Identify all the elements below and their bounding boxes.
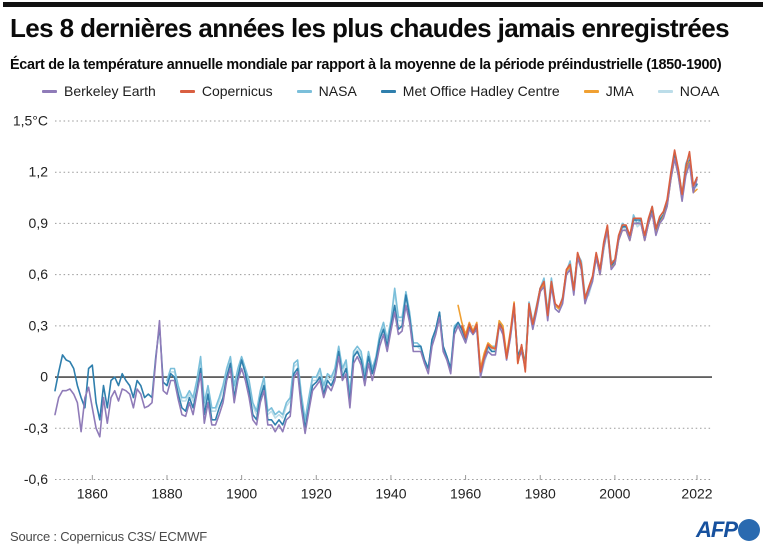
y-tick-label: -0,3 bbox=[24, 420, 48, 436]
legend-swatch-noaa bbox=[657, 89, 673, 93]
temperature-chart: 1,5°C 1,2 0,9 0,6 0,3 0 -0,3 -0,6 1860 1880 1900 19… bbox=[13, 113, 713, 502]
y-tick-label: -0,6 bbox=[24, 471, 48, 487]
legend-item-copernicus: Copernicus bbox=[179, 83, 273, 99]
legend-label: Met Office Hadley Centre bbox=[402, 83, 560, 99]
page-title: Les 8 dernières années les plus chaudes … bbox=[10, 13, 730, 43]
x-tick-label: 2000 bbox=[599, 486, 630, 502]
x-tick-label: 1920 bbox=[301, 486, 332, 502]
y-tick-label: 0 bbox=[40, 369, 48, 385]
legend-item-nasa: NASA bbox=[296, 83, 357, 99]
x-tick-label: 1880 bbox=[151, 486, 182, 502]
source-text: Source : Copernicus C3S/ ECMWF bbox=[10, 529, 208, 544]
series-line-berkeley-earth bbox=[54, 157, 698, 438]
x-tick-label: 1900 bbox=[226, 486, 257, 502]
chart-subtitle: Écart de la température annuelle mondial… bbox=[10, 57, 722, 73]
series-line-met-office-hadley-centre bbox=[54, 154, 698, 430]
afp-logo-text: AFP bbox=[696, 517, 738, 542]
y-tick-label: 0,6 bbox=[29, 266, 49, 282]
legend-swatch-nasa bbox=[296, 89, 312, 93]
y-tick-label: 1,5°C bbox=[13, 113, 48, 129]
x-tick-label: 1960 bbox=[450, 486, 481, 502]
y-tick-label: 0,3 bbox=[29, 317, 49, 333]
legend-item-jma: JMA bbox=[583, 83, 634, 99]
y-tick-label: 0,9 bbox=[29, 215, 49, 231]
legend-item-noaa: NOAA bbox=[657, 83, 720, 99]
legend-label: JMA bbox=[605, 83, 634, 99]
x-tick-label: 1940 bbox=[375, 486, 406, 502]
legend-item-berkeley-earth: Berkeley Earth bbox=[42, 83, 156, 99]
afp-logo: AFP bbox=[696, 517, 760, 543]
legend-swatch-berkeley-earth bbox=[42, 89, 57, 93]
y-tick-label: 1,2 bbox=[29, 164, 49, 180]
chart-area: 1,5°C 1,2 0,9 0,6 0,3 0 -0,3 -0,6 1860 1880 1900 19… bbox=[0, 105, 768, 517]
series-line-copernicus bbox=[460, 149, 698, 373]
legend-item-met-office-hadley-centre: Met Office Hadley Centre bbox=[380, 83, 560, 99]
legend-label: NASA bbox=[318, 83, 357, 99]
top-black-bar bbox=[3, 2, 763, 7]
legend-swatch-jma bbox=[583, 89, 599, 93]
x-tick-label: 2022 bbox=[681, 486, 712, 502]
x-tick-label: 1860 bbox=[77, 486, 108, 502]
legend-label: NOAA bbox=[679, 83, 720, 99]
legend-swatch-copernicus bbox=[179, 89, 195, 93]
afp-logo-circle-icon bbox=[738, 519, 760, 541]
legend-label: Berkeley Earth bbox=[64, 83, 156, 99]
legend-label: Copernicus bbox=[201, 83, 273, 99]
chart-legend: Berkeley Earth Copernicus NASA Met Office H… bbox=[42, 83, 764, 99]
legend-swatch-met-office-hadley-centre bbox=[380, 89, 396, 93]
x-tick-label: 1980 bbox=[525, 486, 556, 502]
